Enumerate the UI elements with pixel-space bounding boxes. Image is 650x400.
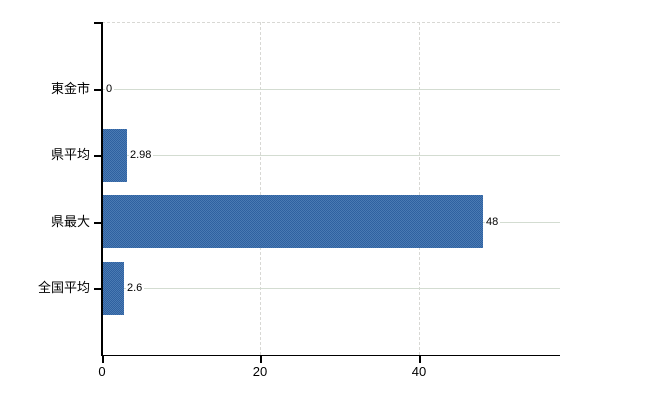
category-label: 東金市 [50,81,90,96]
category-label: 県平均 [50,147,90,162]
plot-top-gridline [102,22,560,23]
row-gridline [102,288,560,289]
y-tick [94,222,101,224]
x-tick [419,356,421,363]
x-tick [102,356,104,363]
y-tick [94,89,101,91]
y-axis-top-tick [94,22,101,24]
bar-value-label: 0 [105,82,115,96]
x-tick-label: 20 [252,364,268,379]
bar-value-label: 48 [485,215,501,229]
bar [103,262,124,315]
bar [103,195,483,248]
y-tick [94,155,101,157]
bar [103,129,127,182]
bar-value-label: 2.98 [129,148,154,162]
y-tick [94,288,101,290]
bar-value-label: 2.6 [126,281,145,295]
y-axis [101,22,103,356]
x-tick [260,356,262,363]
x-gridline [260,22,261,355]
category-label: 全国平均 [37,280,90,295]
x-tick-label: 40 [411,364,427,379]
category-label: 県最大 [50,214,90,229]
x-tick-label: 0 [98,364,106,379]
row-gridline [102,89,560,90]
row-gridline [102,155,560,156]
x-axis [101,354,560,356]
x-gridline [419,22,420,355]
